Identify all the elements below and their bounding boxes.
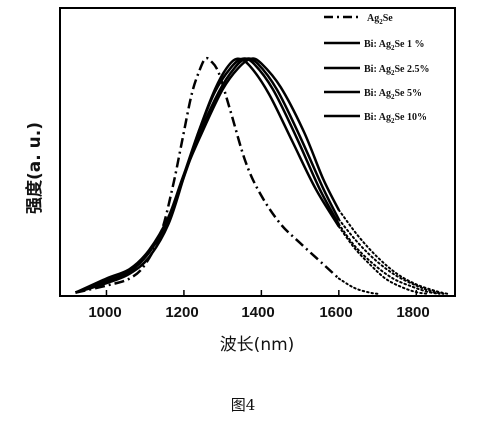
- plot-frame: [59, 7, 456, 297]
- series-line-2: [75, 57, 340, 294]
- x-tick-label: 1200: [165, 304, 198, 321]
- series-line-1: [75, 57, 340, 294]
- x-tick-labels: 1000 1200 1400 1600 1800: [88, 304, 429, 321]
- x-tick-label: 1600: [319, 304, 352, 321]
- x-tick-label: 1000: [88, 304, 121, 321]
- series-tail-4: [337, 209, 449, 295]
- series-tail-0: [337, 277, 379, 295]
- y-axis-label: 强度(a. u.): [24, 122, 45, 214]
- legend-item-bi-5: Bi: Ag2Se 5%: [324, 88, 422, 101]
- legend-label: Bi: Ag2Se 10%: [364, 112, 427, 125]
- figure-caption: 图4: [231, 396, 256, 414]
- series-line-0: [75, 56, 340, 294]
- series-line-3: [75, 57, 340, 294]
- x-tick-label: 1800: [396, 304, 429, 321]
- legend-label: Ag2Se: [367, 13, 393, 26]
- legend-item-ag2se: Ag2Se: [324, 13, 393, 26]
- legend-item-bi-1: Bi: Ag2Se 1 %: [324, 39, 424, 52]
- series-line-4: [74, 57, 340, 294]
- x-axis-label: 波长(nm): [220, 335, 295, 355]
- legend-label: Bi: Ag2Se 2.5%: [364, 64, 429, 77]
- legend: Ag2Se Bi: Ag2Se 1 % Bi: Ag2Se 2.5% Bi: A…: [324, 13, 429, 125]
- series-curves: [74, 56, 449, 295]
- series-tail-3: [337, 218, 445, 295]
- x-tick-label: 1400: [241, 304, 274, 321]
- legend-label: Bi: Ag2Se 1 %: [364, 39, 424, 52]
- series-tail-1: [337, 225, 429, 295]
- series-tail-2: [337, 223, 441, 295]
- legend-label: Bi: Ag2Se 5%: [364, 88, 422, 101]
- legend-item-bi-10: Bi: Ag2Se 10%: [324, 112, 427, 125]
- legend-item-bi-2-5: Bi: Ag2Se 2.5%: [324, 64, 429, 77]
